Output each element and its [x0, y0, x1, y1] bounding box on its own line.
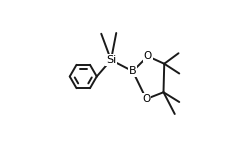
Text: O: O	[142, 94, 150, 104]
Text: B: B	[129, 66, 137, 76]
Text: Si: Si	[106, 55, 116, 65]
Text: O: O	[144, 51, 152, 61]
